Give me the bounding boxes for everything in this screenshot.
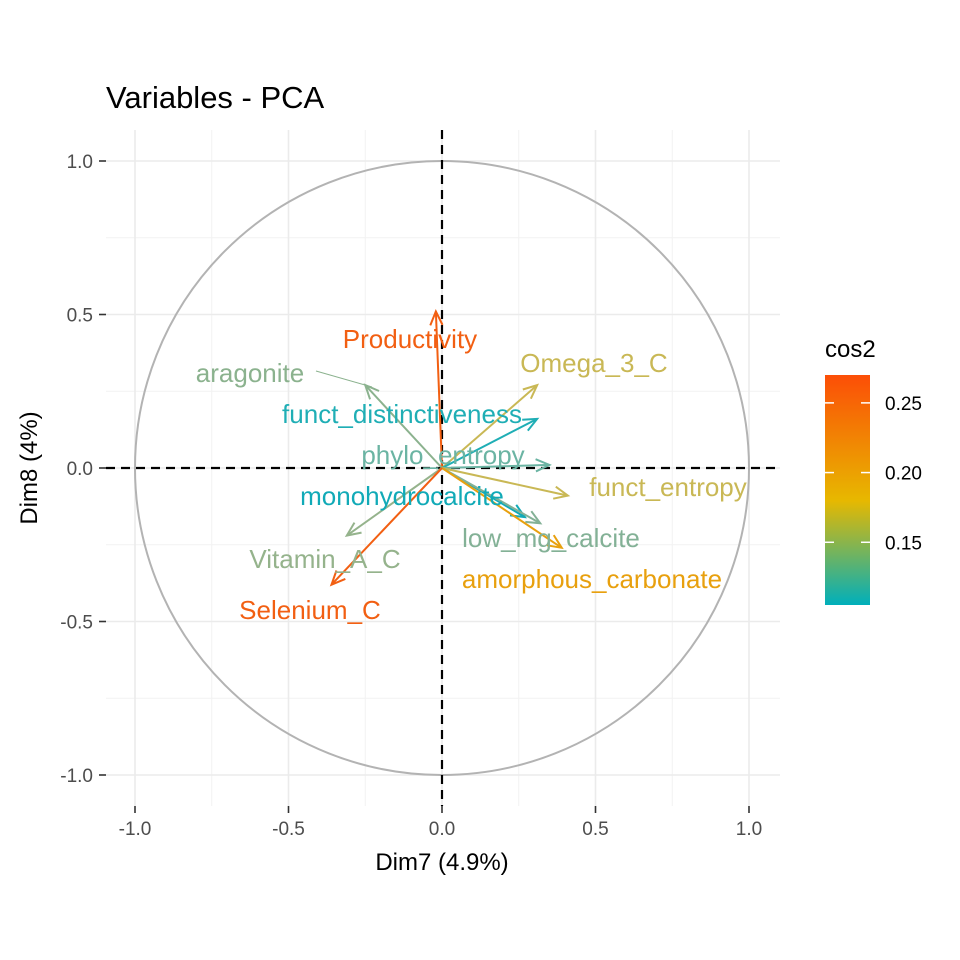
y-axis-title: Dim8 (4%) xyxy=(16,411,43,524)
axes: -1.0 -0.5 0.0 0.5 1.0 -1.0 -0.5 0.0 0.5 1.0 xyxy=(60,152,762,840)
arrow-shaft xyxy=(364,384,443,469)
label-leader-line xyxy=(315,370,373,388)
arrow-shaft xyxy=(441,463,550,469)
y-tick-label: -1.0 xyxy=(60,766,93,787)
legend-color-bar xyxy=(825,375,870,605)
arrow-head xyxy=(535,458,552,473)
chart-title: Variables - PCA xyxy=(106,80,325,115)
x-axis-title: Dim7 (4.9%) xyxy=(375,849,508,876)
variable-label: aragonite xyxy=(196,358,304,388)
variable-label: amorphous_carbonate xyxy=(462,564,722,594)
arrow-shaft xyxy=(441,467,563,549)
arrow-head xyxy=(546,534,564,550)
arrow-shaft xyxy=(346,467,443,537)
arrow-amorphous_carbonate xyxy=(441,467,564,550)
variable-label: Omega_3_C xyxy=(520,348,667,378)
arrow-Productivity xyxy=(429,308,444,469)
x-tick-label: -1.0 xyxy=(119,819,152,840)
arrow-Vitamin_A_C xyxy=(344,467,443,537)
arrow-shaft xyxy=(330,467,443,586)
legend: cos2 0.15 0.20 0.25 xyxy=(825,336,922,605)
x-tick-label: 0.5 xyxy=(582,819,608,840)
arrow-shaft xyxy=(434,311,443,469)
arrow-head xyxy=(429,308,444,326)
variable-label: low_mg_calcite xyxy=(462,523,640,553)
x-tick-label: -0.5 xyxy=(272,819,305,840)
arrow-aragonite xyxy=(315,370,443,469)
x-tick-label: 1.0 xyxy=(736,819,762,840)
legend-tick-label: 0.20 xyxy=(885,464,922,485)
variable-label: phylo_entropy xyxy=(361,440,524,470)
variable-label: Productivity xyxy=(343,324,477,354)
arrow-Omega_3_C xyxy=(441,383,540,469)
arrow-phylo_entropy xyxy=(441,458,552,473)
y-tick-label: 0.5 xyxy=(67,306,93,327)
arrow-low_mg_calcite xyxy=(441,467,543,525)
variable-label: monohydrocalcite xyxy=(300,481,504,511)
arrow-shaft xyxy=(441,467,541,525)
variable-label: Selenium_C xyxy=(239,595,381,625)
arrow-funct_distinctiveness xyxy=(441,417,540,469)
variable-arrows xyxy=(315,308,571,587)
legend-tick-label: 0.25 xyxy=(885,394,922,415)
legend-tick-label: 0.15 xyxy=(885,533,922,554)
x-tick-label: 0.0 xyxy=(429,819,455,840)
y-tick-label: 0.0 xyxy=(67,459,93,480)
arrow-head xyxy=(552,485,571,500)
variable-label: funct_entropy xyxy=(589,472,747,502)
y-tick-label: -0.5 xyxy=(60,613,93,634)
arrow-shaft xyxy=(441,467,569,497)
arrow-funct_entropy xyxy=(441,467,571,500)
arrow-shaft xyxy=(441,417,538,469)
arrow-head xyxy=(525,510,543,525)
arrow-head xyxy=(522,383,540,400)
variable-label: Vitamin_A_C xyxy=(249,544,400,574)
arrow-head xyxy=(329,570,346,587)
legend-title: cos2 xyxy=(825,336,876,363)
variable-labels: Productivity aragonite Omega_3_C funct_dist… xyxy=(196,324,747,625)
arrow-head xyxy=(344,522,362,537)
arrow-shaft xyxy=(441,384,538,469)
y-tick-label: 1.0 xyxy=(67,152,93,173)
arrow-Selenium_C xyxy=(329,467,443,587)
arrow-head xyxy=(522,417,540,432)
variable-label: funct_distinctiveness xyxy=(282,399,522,429)
